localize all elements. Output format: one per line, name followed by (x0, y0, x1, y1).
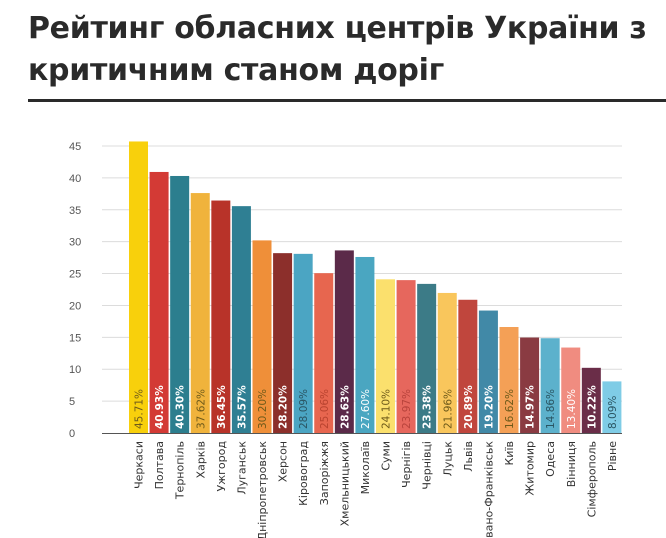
x-tick-label: Миколаїв (359, 441, 372, 494)
bar (314, 273, 334, 433)
x-tick-label: Одеса (544, 441, 557, 477)
bar (602, 381, 622, 433)
x-tick-label: Суми (380, 441, 393, 471)
y-tick-label: 0 (69, 428, 75, 440)
bar (376, 279, 395, 433)
chart-title: Рейтинг обласних центрів України з крити… (28, 11, 647, 88)
x-tick-label: Тернопіль (174, 441, 187, 500)
x-tick-label: Кіровоград (297, 441, 310, 506)
x-tick-label: Житомир (524, 441, 537, 496)
y-tick-label: 20 (69, 300, 81, 312)
x-tick-label: Полтава (153, 441, 166, 489)
x-tick-label: Сімферополь (585, 441, 598, 517)
data-label: 40.30% (175, 385, 187, 429)
data-label: 30.20% (257, 389, 269, 429)
data-label: 24.10% (381, 389, 393, 429)
bar (520, 337, 540, 433)
x-tick-label: Луганськ (235, 441, 248, 495)
bar (231, 206, 251, 433)
x-tick-label: Черкаси (133, 441, 146, 489)
data-label: 19.20% (483, 385, 495, 429)
x-tick-label: Ужгород (215, 441, 228, 492)
title-underline (28, 99, 666, 102)
x-tick-label: Чернівці (421, 441, 434, 490)
data-label: 14.86% (545, 389, 557, 429)
data-label: 28.63% (339, 385, 351, 429)
data-label: 8.09% (607, 396, 619, 429)
y-tick-label: 45 (69, 141, 81, 153)
bar (355, 256, 375, 433)
y-tick-label: 40 (69, 173, 81, 185)
bar (478, 310, 498, 433)
data-label: 27.60% (360, 389, 372, 429)
x-tick-label: Харків (194, 441, 207, 478)
bar (540, 338, 560, 433)
x-tick-label: Рівне (606, 441, 619, 471)
x-tick-label: Дніпропетровськ (256, 441, 269, 538)
y-tick-label: 15 (69, 332, 81, 344)
bar (561, 347, 581, 433)
x-tick-label: Хмельницький (338, 441, 351, 526)
x-tick-label: Вінниця (565, 441, 578, 487)
bar (396, 280, 416, 433)
x-tick-label: Чернігів (400, 441, 413, 488)
x-tick-label: Івано-Франківськ (482, 441, 495, 538)
y-tick-label: 35 (69, 205, 81, 217)
bar (437, 292, 457, 433)
bar (149, 171, 169, 433)
data-label: 37.62% (195, 389, 207, 429)
data-label: 10.22% (586, 385, 598, 429)
data-label: 21.96% (442, 389, 454, 429)
data-label: 13.40% (566, 389, 578, 429)
bar (190, 193, 210, 433)
x-tick-label: Львів (462, 441, 475, 472)
bar (211, 200, 231, 433)
bar (334, 250, 354, 433)
y-tick-label: 5 (69, 396, 75, 408)
data-label: 23.38% (422, 385, 434, 429)
y-tick-label: 30 (69, 237, 81, 249)
bar (417, 283, 437, 433)
data-label: 35.57% (236, 385, 248, 429)
data-label: 40.93% (154, 385, 166, 429)
bar (170, 175, 190, 433)
x-tick-label: Запоріжжя (318, 441, 331, 505)
data-label: 20.89% (463, 385, 475, 429)
data-label: 16.62% (504, 389, 516, 429)
data-label: 14.97% (525, 385, 537, 429)
bar (129, 141, 148, 433)
y-tick-label: 25 (69, 269, 81, 281)
x-tick-label: Київ (503, 441, 516, 466)
bar (293, 253, 313, 433)
bar (273, 253, 293, 433)
bar (581, 367, 601, 433)
x-tick-label: Луцьк (441, 441, 454, 477)
x-tick-label: Херсон (277, 441, 290, 482)
bar (499, 327, 519, 433)
data-label: 45.71% (134, 389, 146, 429)
y-tick-label: 10 (69, 364, 81, 376)
data-label: 36.45% (216, 385, 228, 429)
data-label: 28.20% (278, 385, 290, 429)
data-label: 25.06% (319, 389, 331, 429)
bar (458, 299, 478, 433)
data-label: 28.09% (298, 389, 310, 429)
bar (252, 240, 272, 433)
data-label: 23.97% (401, 389, 413, 429)
